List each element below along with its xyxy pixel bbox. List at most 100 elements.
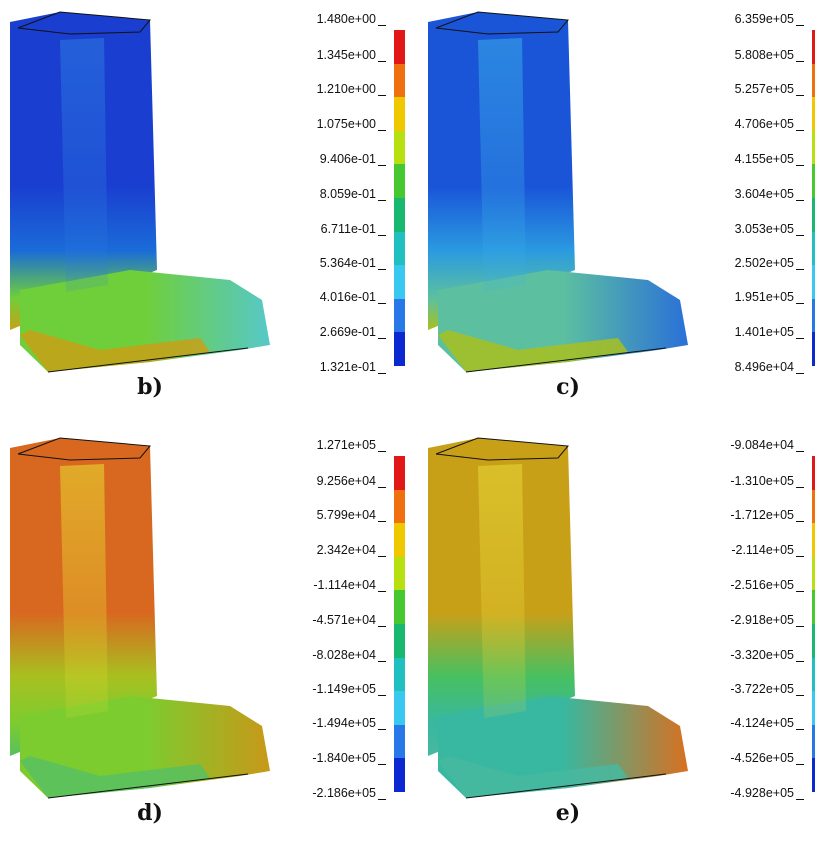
legend-tick [796,200,804,201]
legend-tick [378,200,386,201]
color-legend: 6.359e+05 5.808e+05 5.257e+05 4.706e+05 4.15… [686,0,815,380]
legend-swatch [812,63,815,98]
legend-value: -4.928e+05 [730,786,794,800]
legend-value: 8.059e-01 [319,187,376,201]
color-legend: 1.480e+00 1.345e+00 1.210e+00 1.075e+00 9.40… [268,0,408,380]
legend-tick [796,764,804,765]
legend-swatch [812,30,815,65]
legend-value: 6.711e-01 [320,222,376,236]
legend-value: 5.364e-01 [319,256,376,270]
boot-top-edge [17,437,151,461]
legend-value: 1.210e+00 [316,82,376,96]
shin-band [60,38,108,292]
legend-tick [796,729,804,730]
panel-b: 1.480e+00 1.345e+00 1.210e+00 1.075e+00 9.40… [0,0,405,418]
legend-swatch [394,590,405,625]
legend-value: 5.808e+05 [734,48,794,62]
legend-value: -2.114e+05 [731,543,794,557]
legend-swatch [394,332,405,367]
legend-value: 1.271e+05 [316,438,376,452]
legend-tick [378,695,386,696]
legend-value: 1.951e+05 [734,290,794,304]
boot-contour-plot [10,11,270,373]
legend-value: -4.124e+05 [730,716,794,730]
legend-swatch [812,332,815,367]
legend-tick [796,338,804,339]
legend-swatch [812,231,815,266]
legend-tick [796,95,804,96]
shin-band [60,464,108,718]
legend-value: -9.084e+04 [730,438,794,452]
boot-top-edge [435,437,569,461]
legend-tick [378,729,386,730]
legend-value: -1.310e+05 [730,474,794,488]
legend-swatch [394,97,405,132]
legend-swatch [394,691,405,726]
panel-caption: b) [137,374,163,400]
legend-value: 9.406e-01 [319,152,376,166]
legend-swatch [394,265,405,300]
legend-swatch [812,691,815,726]
legend-tick [796,521,804,522]
boot-contour-plot [428,437,688,799]
legend-swatch [812,265,815,300]
legend-value: -3.320e+05 [730,648,794,662]
legend-value: 1.321e-01 [319,360,376,374]
legend-tick [378,591,386,592]
legend-swatch [812,298,815,333]
legend-value: 3.053e+05 [734,222,794,236]
legend-tick [378,338,386,339]
legend-value: 1.345e+00 [316,48,376,62]
legend-value: 1.401e+05 [734,325,794,339]
legend-swatch [394,556,405,591]
legend-value: -2.918e+05 [730,613,794,627]
legend-value: 3.604e+05 [734,187,794,201]
legend-swatch [394,63,405,98]
legend-value: 1.075e+00 [316,117,376,131]
legend-tick [378,235,386,236]
legend-tick [378,626,386,627]
legend-swatch [812,657,815,692]
legend-value: 4.016e-01 [319,290,376,304]
legend-tick [378,487,386,488]
legend-value: -1.149e+05 [312,682,376,696]
legend-value: -3.722e+05 [730,682,794,696]
legend-tick [378,373,386,374]
legend-value: 5.257e+05 [734,82,794,96]
legend-tick [796,373,804,374]
legend-value: 4.706e+05 [734,117,794,131]
legend-tick [378,799,386,800]
legend-tick [378,269,386,270]
legend-value: -2.516e+05 [730,578,794,592]
boot-sole [438,756,628,798]
legend-value: 9.256e+04 [316,474,376,488]
legend-swatch [394,130,405,165]
boot-top-edge [17,11,151,35]
legend-tick [796,487,804,488]
legend-tick [796,25,804,26]
panel-d: 1.271e+05 9.256e+04 5.799e+04 2.342e+04 -1.1… [0,426,405,844]
legend-tick [378,95,386,96]
boot-sole-edge [47,773,249,799]
legend-tick [378,130,386,131]
boot-sole [20,756,210,798]
boot-sole-edge [465,347,667,373]
legend-swatch [812,590,815,625]
panel-caption: e) [555,800,581,826]
legend-value: 2.502e+05 [734,256,794,270]
legend-swatch [812,556,815,591]
legend-swatch [812,523,815,558]
legend-swatch [394,30,405,65]
legend-swatch [812,97,815,132]
legend-value: 8.496e+04 [734,360,794,374]
legend-tick [378,61,386,62]
legend-tick [796,556,804,557]
legend-tick [378,25,386,26]
panel-c: 6.359e+05 5.808e+05 5.257e+05 4.706e+05 4.15… [418,0,815,418]
legend-value: -2.186e+05 [312,786,376,800]
legend-swatch [394,231,405,266]
legend-swatch [812,724,815,759]
legend-value: -4.526e+05 [730,751,794,765]
legend-value: -1.840e+05 [312,751,376,765]
legend-tick [796,626,804,627]
